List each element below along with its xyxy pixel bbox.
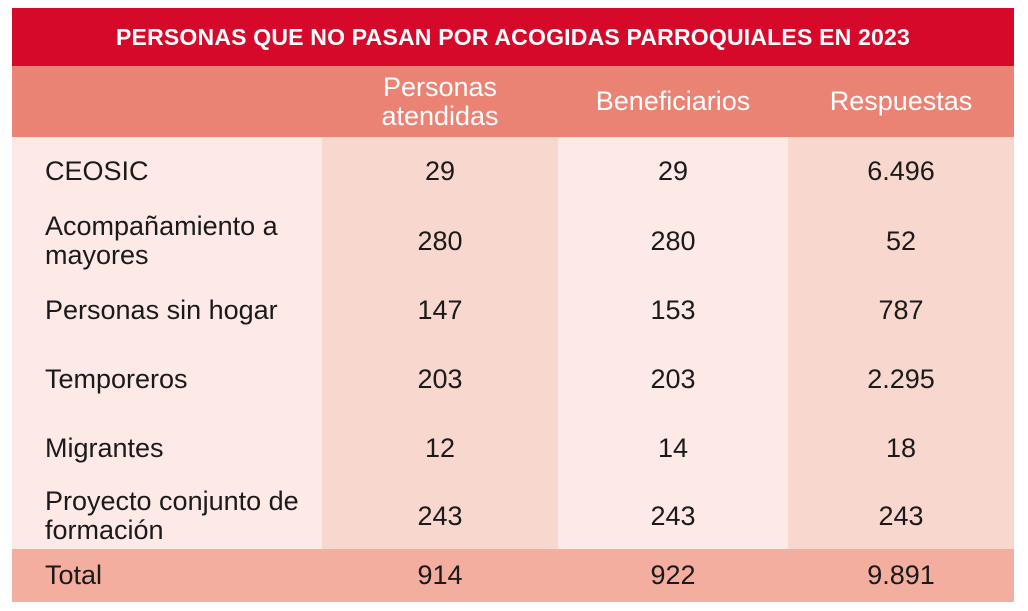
cell-beneficiarios: 203 bbox=[650, 364, 696, 394]
row-label: Personas sin hogar bbox=[45, 295, 278, 325]
cell-beneficiarios: 280 bbox=[650, 225, 696, 256]
cell-personas-atendidas: 280 bbox=[417, 225, 463, 256]
table-body: CEOSIC 29 29 6.496 Acompañamiento a mayores 2… bbox=[12, 137, 1014, 549]
beneficiarios-column-background bbox=[558, 137, 788, 549]
cell-beneficiarios: 14 bbox=[657, 433, 689, 463]
column-header-beneficiarios: Beneficiarios bbox=[595, 86, 751, 116]
table-row: Acompañamiento a mayores 280 280 52 bbox=[12, 206, 1014, 276]
total-respuestas: 9.891 bbox=[867, 560, 935, 590]
total-personas-atendidas: 914 bbox=[417, 560, 463, 590]
table-row: Migrantes 12 14 18 bbox=[12, 414, 1014, 483]
total-beneficiarios: 922 bbox=[650, 560, 696, 590]
row-label: Migrantes bbox=[45, 433, 164, 463]
cell-respuestas: 787 bbox=[878, 295, 924, 325]
cell-personas-atendidas: 243 bbox=[417, 500, 463, 531]
table-row: Personas sin hogar 147 153 787 bbox=[12, 276, 1014, 345]
cell-personas-atendidas: 12 bbox=[424, 433, 456, 463]
header-row: Personas atendidas Beneficiarios Respues… bbox=[12, 66, 1014, 137]
cell-respuestas: 18 bbox=[885, 433, 917, 463]
cell-respuestas: 52 bbox=[885, 225, 917, 256]
cell-respuestas: 2.295 bbox=[867, 364, 935, 394]
table-row: CEOSIC 29 29 6.496 bbox=[12, 137, 1014, 206]
row-label: Proyecto conjunto de formación bbox=[45, 486, 299, 545]
table-row: Proyecto conjunto de formación 243 243 243 bbox=[12, 483, 1014, 549]
personas-column-background bbox=[322, 137, 558, 549]
cell-beneficiarios: 29 bbox=[657, 156, 689, 186]
cell-personas-atendidas: 203 bbox=[417, 364, 463, 394]
table-title: PERSONAS QUE NO PASAN POR ACOGIDAS PARRO… bbox=[12, 8, 1014, 66]
row-label: Temporeros bbox=[45, 364, 188, 394]
total-row: Total 914 922 9.891 bbox=[12, 549, 1014, 602]
cell-beneficiarios: 243 bbox=[650, 500, 696, 531]
data-table: PERSONAS QUE NO PASAN POR ACOGIDAS PARRO… bbox=[12, 8, 1014, 602]
row-label: CEOSIC bbox=[45, 156, 149, 186]
cell-respuestas: 6.496 bbox=[867, 156, 935, 186]
cell-personas-atendidas: 29 bbox=[424, 156, 456, 186]
label-column-background bbox=[12, 137, 322, 549]
row-label: Acompañamiento a mayores bbox=[45, 211, 278, 270]
table-row: Temporeros 203 203 2.295 bbox=[12, 345, 1014, 414]
column-header-personas-atendidas: Personas atendidas bbox=[381, 71, 499, 131]
column-header-respuestas: Respuestas bbox=[829, 86, 973, 116]
total-label: Total bbox=[45, 560, 103, 590]
cell-respuestas: 243 bbox=[878, 500, 924, 531]
cell-beneficiarios: 153 bbox=[650, 295, 696, 325]
respuestas-column-background bbox=[788, 137, 1014, 549]
cell-personas-atendidas: 147 bbox=[417, 295, 463, 325]
